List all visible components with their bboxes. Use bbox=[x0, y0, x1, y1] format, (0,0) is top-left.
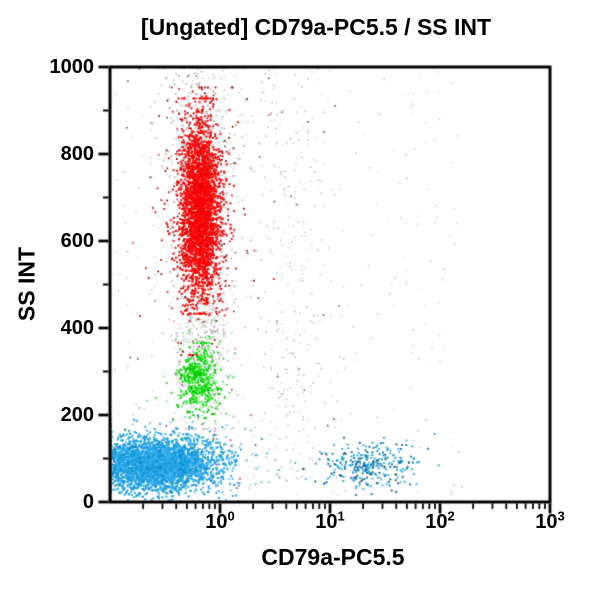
y-tick-label: 0 bbox=[82, 491, 94, 513]
plot-title: [Ungated] CD79a-PC5.5 / SS INT bbox=[140, 14, 492, 40]
y-tick-label: 200 bbox=[60, 404, 94, 426]
x-tick-label: 100 bbox=[205, 508, 235, 533]
x-tick-label: 102 bbox=[425, 508, 455, 533]
x-tick-label: 103 bbox=[535, 508, 565, 533]
y-tick-label: 600 bbox=[60, 230, 94, 252]
y-tick-label: 800 bbox=[60, 143, 94, 165]
x-tick-label: 101 bbox=[315, 508, 345, 533]
x-axis-label: CD79a-PC5.5 bbox=[261, 544, 405, 570]
y-axis-label: SS INT bbox=[13, 246, 40, 322]
y-tick-label: 400 bbox=[60, 317, 94, 339]
y-tick-label: 1000 bbox=[49, 56, 95, 78]
